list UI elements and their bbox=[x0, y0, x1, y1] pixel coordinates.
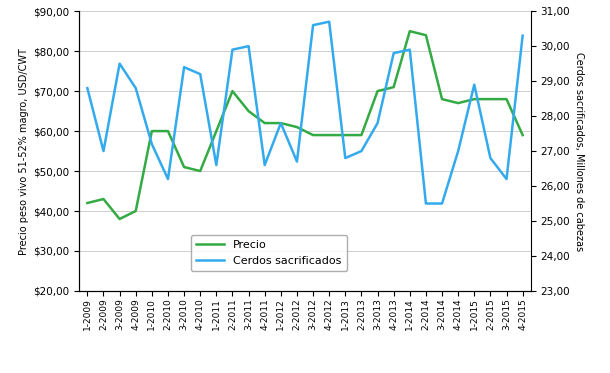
Precio bbox=[116, 217, 123, 221]
Precio bbox=[277, 121, 284, 125]
Precio bbox=[374, 89, 381, 93]
Cerdos sacrificados bbox=[261, 163, 268, 167]
Precio bbox=[471, 97, 478, 101]
Precio bbox=[326, 133, 333, 137]
Precio bbox=[261, 121, 268, 125]
Cerdos sacrificados bbox=[196, 72, 204, 76]
Cerdos sacrificados bbox=[519, 34, 526, 38]
Precio bbox=[84, 201, 91, 205]
Cerdos sacrificados bbox=[84, 86, 91, 90]
Cerdos sacrificados bbox=[164, 177, 171, 181]
Cerdos sacrificados bbox=[293, 159, 301, 164]
Precio bbox=[181, 165, 188, 169]
Cerdos sacrificados bbox=[487, 156, 494, 160]
Y-axis label: Precio peso vivo 51-52% magro, USD/CWT: Precio peso vivo 51-52% magro, USD/CWT bbox=[20, 48, 29, 254]
Precio bbox=[229, 89, 236, 93]
Precio bbox=[454, 101, 462, 105]
Precio bbox=[439, 97, 446, 101]
Precio bbox=[390, 85, 397, 90]
Cerdos sacrificados bbox=[471, 82, 478, 87]
Cerdos sacrificados bbox=[229, 47, 236, 52]
Cerdos sacrificados bbox=[100, 149, 107, 153]
Precio bbox=[422, 33, 429, 37]
Precio bbox=[309, 133, 317, 137]
Line: Cerdos sacrificados: Cerdos sacrificados bbox=[87, 22, 523, 204]
Precio bbox=[148, 129, 156, 133]
Cerdos sacrificados bbox=[390, 51, 397, 55]
Cerdos sacrificados bbox=[245, 44, 253, 48]
Cerdos sacrificados bbox=[342, 156, 349, 160]
Cerdos sacrificados bbox=[454, 149, 462, 153]
Precio bbox=[213, 129, 220, 133]
Precio bbox=[406, 29, 414, 34]
Precio bbox=[357, 133, 365, 137]
Legend: Precio, Cerdos sacrificados: Precio, Cerdos sacrificados bbox=[191, 235, 347, 272]
Cerdos sacrificados bbox=[357, 149, 365, 153]
Cerdos sacrificados bbox=[374, 121, 381, 125]
Cerdos sacrificados bbox=[309, 23, 317, 28]
Cerdos sacrificados bbox=[277, 121, 284, 125]
Cerdos sacrificados bbox=[503, 177, 510, 181]
Cerdos sacrificados bbox=[439, 201, 446, 206]
Precio bbox=[164, 129, 171, 133]
Precio bbox=[132, 209, 139, 213]
Precio bbox=[487, 97, 494, 101]
Line: Precio: Precio bbox=[87, 31, 523, 219]
Precio bbox=[100, 197, 107, 201]
Precio bbox=[519, 133, 526, 137]
Cerdos sacrificados bbox=[326, 19, 333, 24]
Cerdos sacrificados bbox=[422, 201, 429, 206]
Y-axis label: Cerdos sacrificados, Millones de cabezas: Cerdos sacrificados, Millones de cabezas bbox=[574, 51, 584, 251]
Precio bbox=[196, 169, 204, 173]
Cerdos sacrificados bbox=[213, 163, 220, 167]
Precio bbox=[342, 133, 349, 137]
Precio bbox=[245, 109, 253, 113]
Cerdos sacrificados bbox=[116, 62, 123, 66]
Precio bbox=[293, 125, 301, 129]
Cerdos sacrificados bbox=[148, 142, 156, 146]
Cerdos sacrificados bbox=[181, 65, 188, 69]
Cerdos sacrificados bbox=[132, 86, 139, 90]
Precio bbox=[503, 97, 510, 101]
Cerdos sacrificados bbox=[406, 47, 414, 52]
